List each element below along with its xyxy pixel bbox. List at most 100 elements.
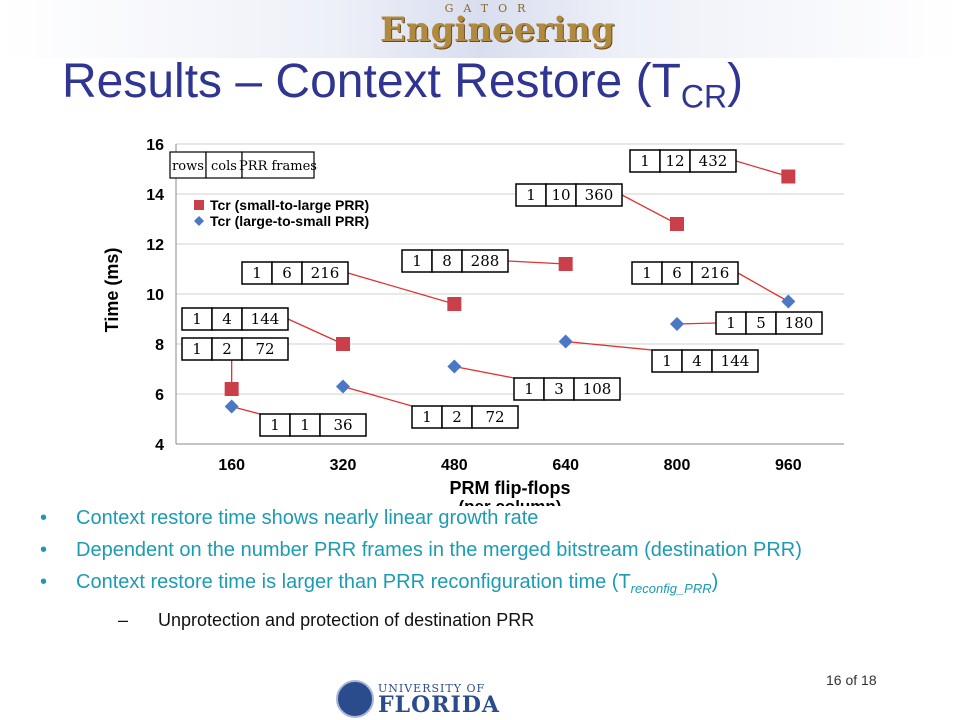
- point-small-to-large-1: [336, 337, 350, 351]
- config-box-s1-2-text-0: 1: [524, 380, 534, 398]
- config-box-s1-3-text-2: 144: [721, 352, 750, 370]
- config-box-s0-1-cell-2: [241, 307, 289, 331]
- legend-header-text-0: rows: [172, 159, 204, 174]
- legend-marker-small-to-large: [194, 200, 204, 210]
- point-large-to-small-4: [670, 317, 684, 331]
- callout-line-s0-5: [735, 160, 789, 178]
- config-box-s0-2-text-1: 6: [282, 264, 292, 282]
- callout-line-s0-2: [347, 272, 455, 305]
- config-box-s1-1-text-1: 2: [452, 408, 462, 426]
- config-box-s1-0-text-2: 36: [333, 416, 352, 434]
- y-tick-label-3: 10: [146, 287, 164, 304]
- config-box-s1-3-text-1: 4: [692, 352, 702, 370]
- callout-line-s1-3: [565, 340, 653, 351]
- title-main: Results – Context Restore (T: [62, 55, 681, 108]
- config-box-s0-0-text-2: 72: [255, 340, 274, 358]
- engineering-logo: Engineering: [380, 10, 615, 50]
- bullet-3-close: ): [711, 571, 719, 593]
- config-box-s1-1-text-0: 1: [422, 408, 432, 426]
- university-name: FLORIDA: [378, 692, 500, 718]
- point-small-to-large-0: [224, 382, 239, 396]
- title-subscript: CR: [680, 78, 728, 115]
- config-box-s1-5-text-0: 1: [642, 264, 652, 282]
- config-box-s0-3-cell-2: [461, 249, 509, 273]
- university-label: UNIVERSITY OF: [378, 682, 486, 695]
- config-box-s1-5-cell-2: [691, 261, 739, 285]
- legend-marker-large-to-small: [194, 216, 204, 226]
- point-small-to-large-4: [670, 217, 684, 231]
- point-large-to-small-1: [336, 379, 350, 394]
- point-small-to-large-3: [558, 257, 573, 271]
- legend-header-text-2: PRR frames: [239, 159, 317, 174]
- bullet-3-text: Context restore time is larger than PRR …: [76, 571, 631, 593]
- legend-header-text-1: cols: [211, 159, 237, 174]
- point-large-to-small-2: [447, 359, 462, 374]
- config-box-s0-2-text-2: 216: [311, 264, 340, 282]
- point-large-to-small-5: [781, 294, 796, 309]
- x-axis-label: PRM flip-flops: [450, 478, 571, 498]
- bullet-2-text: Dependent on the number PRR frames in th…: [76, 539, 802, 561]
- y-tick-label-0: 4: [155, 437, 164, 454]
- point-small-to-large-5: [781, 169, 796, 184]
- page-number: 16 of 18: [826, 672, 877, 688]
- point-small-to-large-2: [447, 297, 462, 311]
- config-box-s1-2-cell-2: [573, 377, 621, 401]
- callout-line-s1-5: [737, 272, 789, 303]
- config-box-s0-1-text-1: 4: [222, 310, 232, 328]
- config-box-s1-2-text-2: 108: [583, 380, 612, 398]
- config-box-s1-1-text-2: 72: [485, 408, 504, 426]
- y-axis-label: Time (ms): [102, 248, 122, 333]
- config-box-s1-0-text-0: 1: [270, 416, 280, 434]
- config-box-s0-2-text-0: 1: [252, 264, 262, 282]
- y-tick-label-6: 16: [146, 137, 164, 154]
- config-box-s1-5-text-1: 6: [672, 264, 682, 282]
- x-tick-label-1: 320: [330, 457, 357, 474]
- config-box-s0-3-text-0: 1: [412, 252, 422, 270]
- legend-header-cell-2: [241, 151, 315, 179]
- legend-label-large-to-small: Tcr (large-to-small PRR): [210, 213, 369, 229]
- config-box-s1-4-text-0: 1: [726, 314, 736, 332]
- config-box-s0-5-text-0: 1: [640, 152, 650, 170]
- config-box-s0-5-text-2: 432: [699, 152, 728, 170]
- university-seal-icon: [336, 680, 374, 718]
- y-tick-label-4: 12: [146, 237, 164, 254]
- bullet-3: • Context restore time is larger than PRR…: [40, 571, 719, 596]
- config-box-s0-5-text-1: 12: [665, 152, 684, 170]
- config-box-s1-0-cell-2: [319, 413, 367, 437]
- config-box-s0-4-text-0: 1: [526, 186, 536, 204]
- config-box-s1-4-text-1: 5: [756, 314, 766, 332]
- x-tick-label-0: 160: [218, 457, 245, 474]
- callout-line-s1-2: [454, 365, 515, 379]
- callout-line-s0-4: [621, 194, 678, 225]
- sub-bullet-1-text: Unprotection and protection of destinati…: [158, 610, 535, 630]
- config-box-s1-1-cell-2: [471, 405, 519, 429]
- x-tick-label-4: 800: [664, 457, 691, 474]
- bullet-3-subscript: reconfig_PRR: [630, 581, 712, 596]
- header-banner: [0, 0, 960, 58]
- legend-label-small-to-large: Tcr (small-to-large PRR): [210, 197, 369, 213]
- config-box-s0-3-text-1: 8: [442, 252, 452, 270]
- callout-line-s1-1: [342, 385, 413, 407]
- config-box-s0-0-cell-2: [241, 337, 289, 361]
- config-box-s0-4-cell-2: [575, 183, 623, 207]
- bullet-2: • Dependent on the number PRR frames in t…: [40, 539, 802, 561]
- x-tick-label-2: 480: [441, 457, 468, 474]
- config-box-s0-0-text-0: 1: [192, 340, 202, 358]
- config-box-s1-4-cell-2: [775, 311, 823, 335]
- callout-line-s0-3: [507, 260, 566, 265]
- x-tick-label-5: 960: [775, 457, 802, 474]
- config-box-s0-1-text-2: 144: [251, 310, 280, 328]
- config-box-s1-5-text-2: 216: [701, 264, 730, 282]
- config-box-s1-4-text-2: 180: [785, 314, 814, 332]
- config-box-s0-3-text-2: 288: [471, 252, 500, 270]
- x-tick-label-3: 640: [552, 457, 579, 474]
- config-box-s1-3-cell-2: [711, 349, 759, 373]
- config-box-s0-0-text-1: 2: [222, 340, 232, 358]
- y-tick-label-1: 6: [155, 387, 164, 404]
- point-large-to-small-3: [558, 334, 573, 349]
- bullet-list: • Context restore time shows nearly linea…: [40, 506, 920, 631]
- y-tick-label-2: 8: [155, 337, 164, 354]
- config-box-s0-5-cell-2: [689, 149, 737, 173]
- sub-bullet-1: – Unprotection and protection of destinat…: [118, 610, 535, 630]
